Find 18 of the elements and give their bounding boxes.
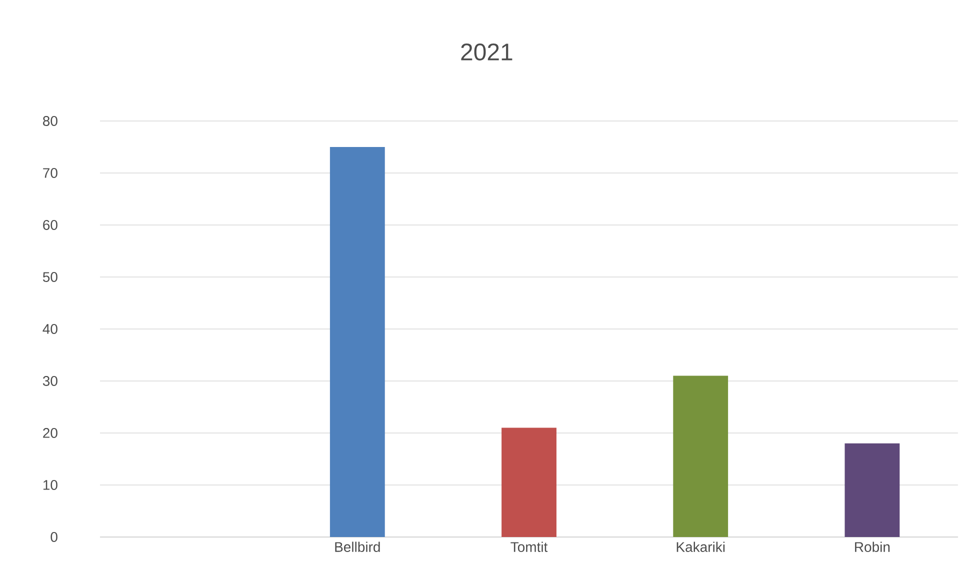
x-tick-label: Tomtit [510, 542, 548, 552]
y-tick-label: 40 [42, 324, 58, 334]
y-tick-label: 0 [50, 532, 58, 542]
y-tick-label: 50 [42, 272, 58, 282]
bar [502, 428, 556, 537]
bar [330, 146, 385, 537]
x-tick-label: Robin [855, 542, 890, 552]
y-tick-label: 30 [42, 376, 58, 386]
y-tick-label: 70 [43, 168, 58, 178]
y-tick-label: 20 [43, 428, 58, 438]
bar [673, 376, 728, 537]
y-tick-label: 10 [43, 480, 58, 490]
x-tick-label: Bellbird [335, 542, 380, 552]
bar [844, 443, 900, 537]
chart-title: 2021 [461, 43, 512, 60]
y-tick-label: 80 [43, 116, 58, 126]
x-tick-label: Kakariki [676, 542, 725, 552]
y-tick-label: 60 [43, 220, 58, 230]
